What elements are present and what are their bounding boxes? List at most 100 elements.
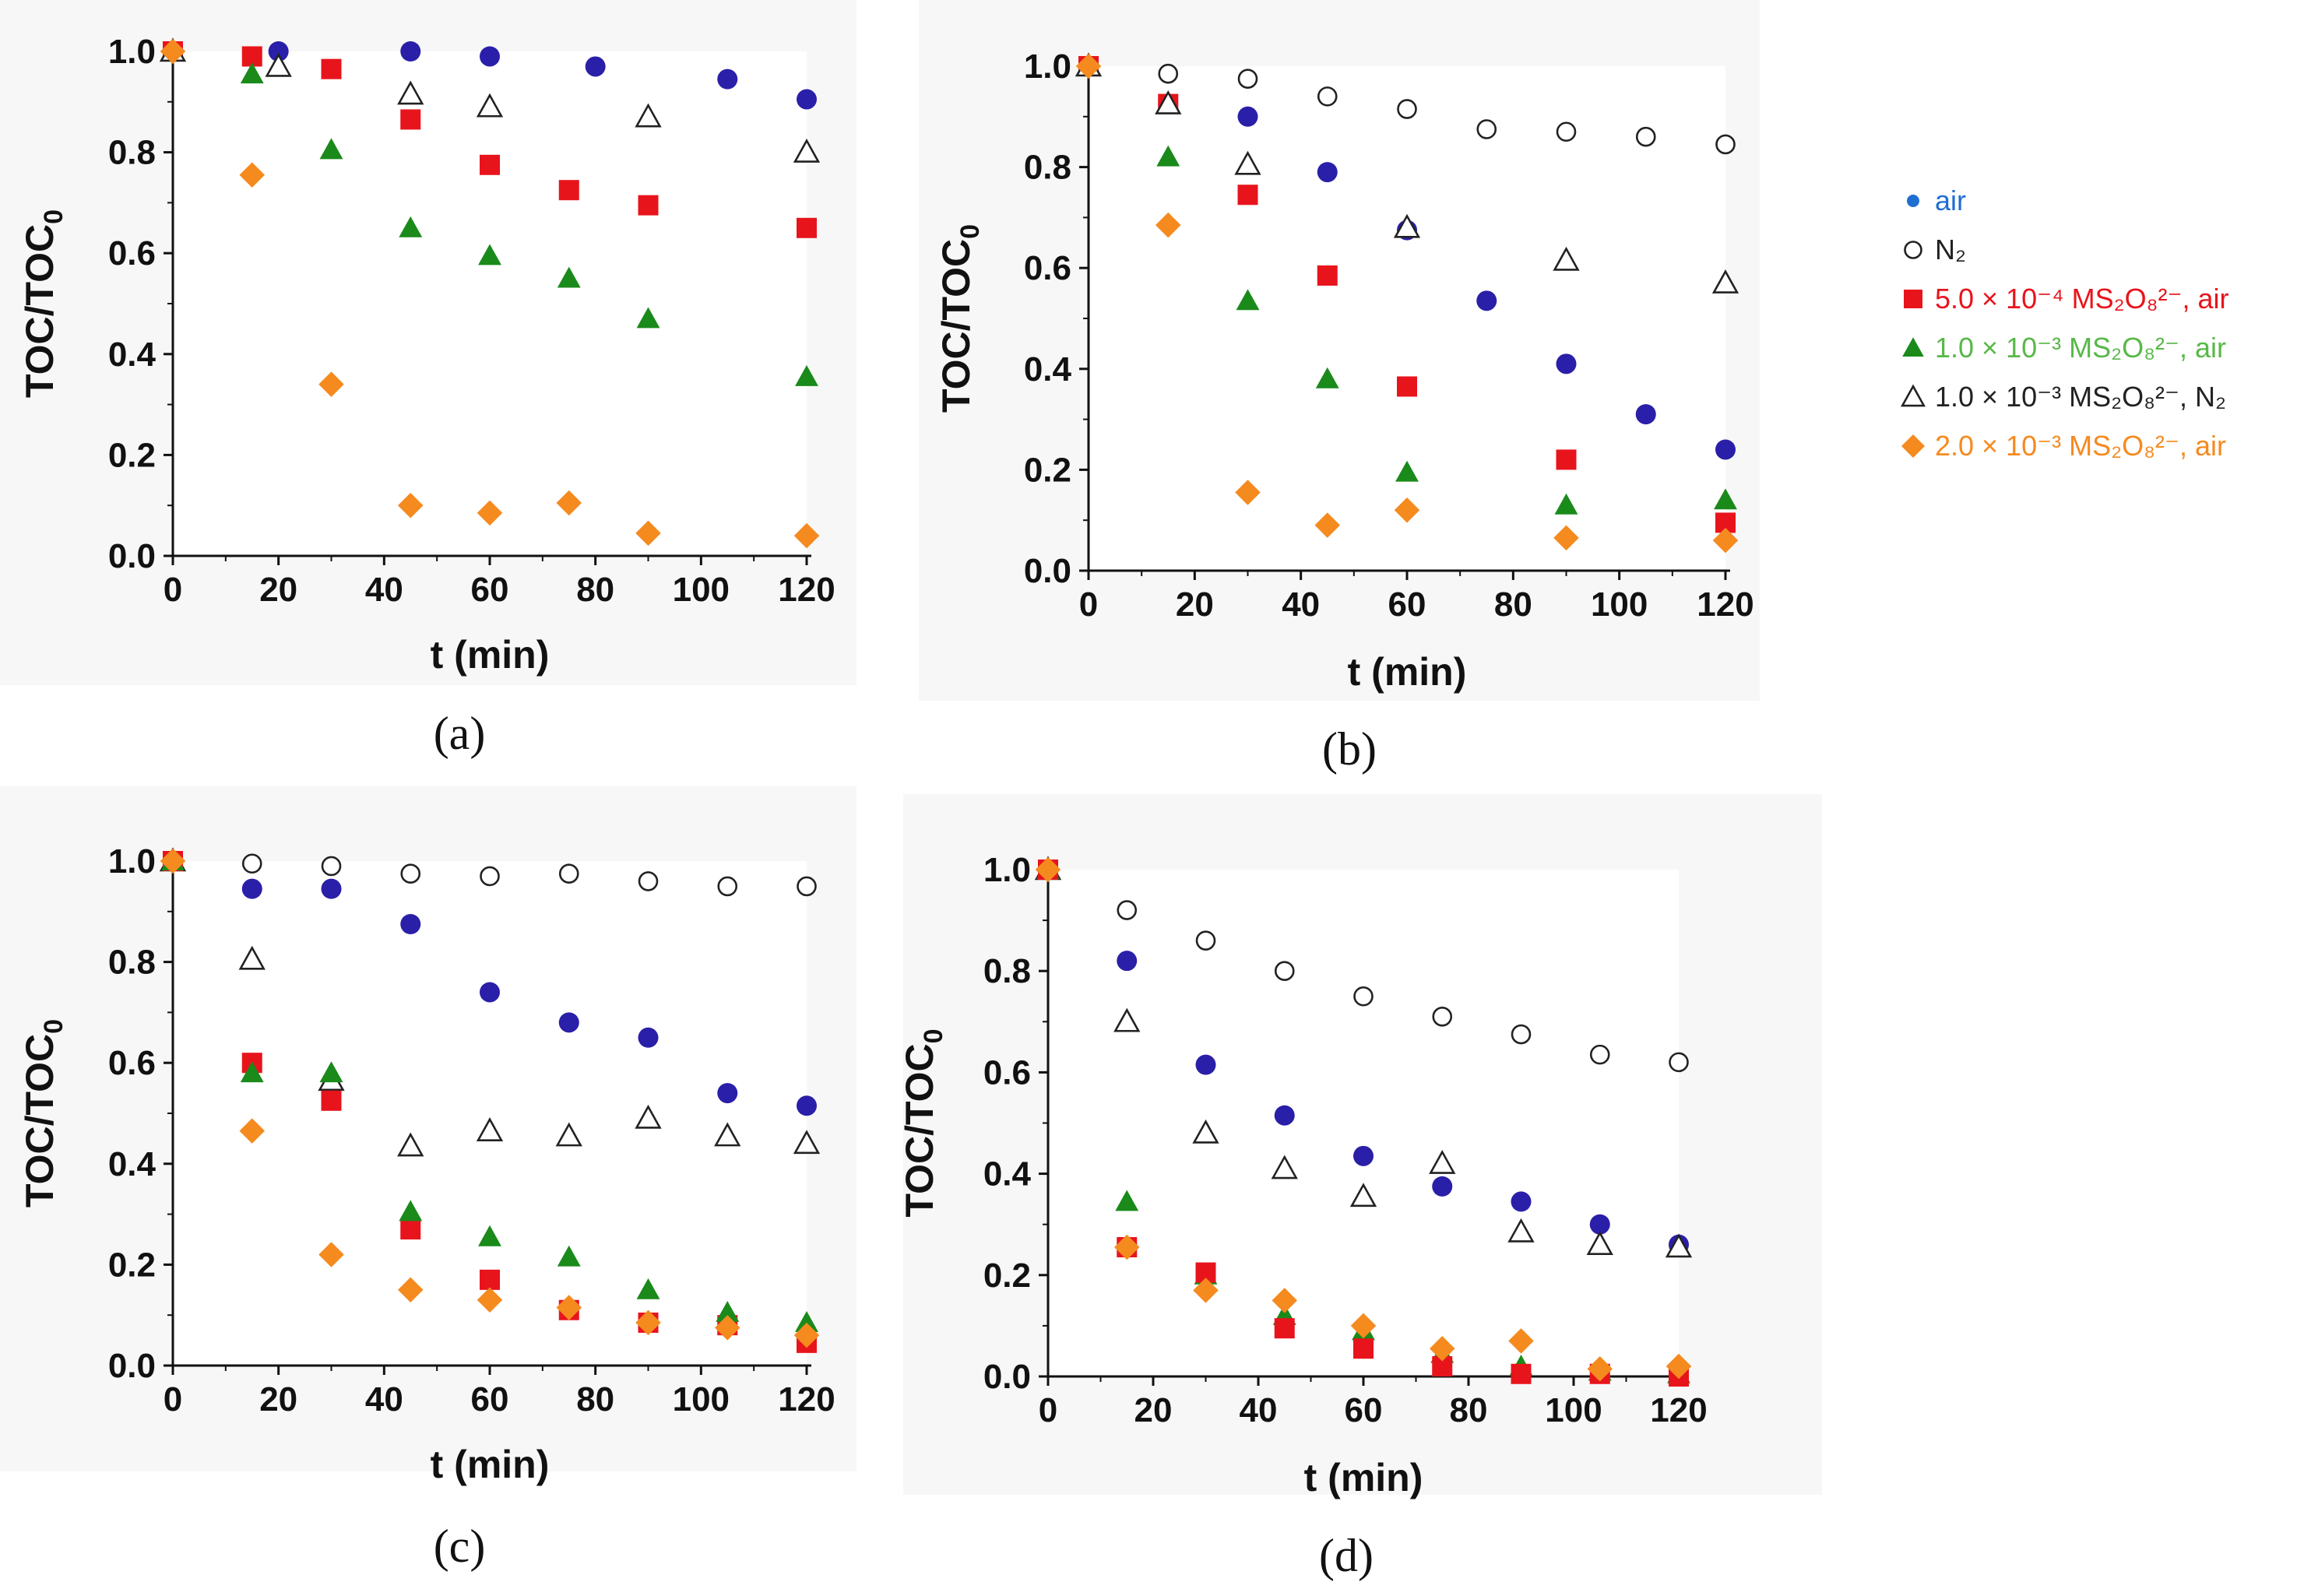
data-point-s1e3_N2 [555,1122,582,1147]
data-point-s5e4_air [1274,1318,1295,1339]
data-point-s5e4_air [321,58,342,79]
x-tick-label: 120 [1650,1391,1707,1429]
data-point-s5e4_air [400,1219,421,1240]
panel-caption: (a) [434,708,486,759]
data-point-s1e3_air [1156,145,1180,167]
data-point-s1e3_air [240,1061,264,1083]
data-point-N2 [1237,69,1258,89]
y-tick-label: 0.6 [108,234,156,272]
x-tick-label: 120 [1697,585,1753,624]
data-point-s2e3_air [556,490,582,516]
data-point-s1e3_air [1714,488,1737,510]
y-tick-label: 1.0 [108,33,156,71]
series-s1e3_N2 [1034,856,1693,1258]
data-point-s1e3_N2 [1553,246,1580,271]
legend-label: 1.0 × 10⁻³ MS₂O₈²⁻, air [1935,332,2226,364]
series-N2 [163,851,817,897]
data-point-s2e3_air [160,38,186,65]
series-s1e3_N2 [1075,52,1739,294]
y-tick-label: 0.2 [108,436,156,474]
data-point-s1e3_N2 [397,80,424,105]
data-point-s1e3_N2 [635,103,662,128]
x-tick-label: 80 [1494,585,1532,624]
data-point-s1e3_air [795,1310,818,1332]
data-point-s5e4_air [797,217,817,238]
data-point-air [1237,106,1258,127]
data-point-s5e4_air [1317,265,1338,286]
data-point-s2e3_air [398,1277,424,1303]
data-point-s2e3_air [1394,497,1420,523]
y-tick-label: 0.0 [108,537,156,575]
data-point-air [717,1083,738,1104]
x-tick-label: 100 [1591,585,1648,624]
x-tick-label: 0 [164,571,182,609]
data-point-s1e3_N2 [1393,213,1421,238]
data-point-N2 [241,853,262,874]
data-point-s2e3_air [1193,1278,1219,1303]
y-tick-label: 0.0 [1024,552,1071,590]
y-tick-label: 0.4 [108,336,157,374]
data-point-s2e3_air [318,371,344,397]
series-s2e3_air [160,848,820,1348]
series-s2e3_air [160,38,820,549]
y-tick-label: 0.8 [1024,149,1071,187]
data-point-N2 [1317,86,1338,107]
data-point-s2e3_air [1587,1355,1613,1382]
x-tick-label: 80 [1450,1391,1488,1429]
data-point-s5e4_air [321,1090,342,1111]
x-tick-label: 100 [1545,1391,1602,1429]
x-tick-label: 20 [259,571,297,609]
y-tick-label: 0.4 [1024,350,1072,388]
plot-area [173,51,807,556]
legend-label: N₂ [1935,234,1966,265]
data-point-s2e3_air [556,1295,582,1320]
data-point-s1e3_air [1315,367,1339,388]
data-point-N2 [1669,1052,1689,1073]
data-point-s2e3_air [1156,212,1181,238]
legend-item-air: air [1907,185,1966,216]
data-point-N2 [1274,961,1295,981]
y-tick-label: 0.0 [983,1358,1031,1396]
panel-a: 0 20 40 60 80 100 120 0.0 0.2 0.4 0.6 0.8 1.0 t (min)… [0,0,857,759]
y-axis-label-main: TOC/TOC [898,1043,941,1217]
x-axis-label: t (min) [1304,1456,1423,1499]
data-point-s1e3_air [478,244,501,265]
data-point-s2e3_air [635,1309,661,1336]
data-point-air [321,878,342,899]
data-point-s2e3_air [1666,1353,1692,1380]
series-air [1038,860,1689,1255]
legend-item-s5e4_air: 5.0 × 10⁻⁴ MS₂O₈²⁻, air [1904,283,2229,315]
data-point-s5e4_air [1237,185,1258,206]
data-point-s5e4_air [1353,1338,1374,1359]
data-point-s1e3_air [1236,289,1260,311]
data-point-s2e3_air [477,500,503,526]
data-point-s1e3_N2 [1192,1119,1219,1144]
y-axis-label-subscript: 0 [39,1019,69,1034]
data-point-s1e3_air [636,1278,660,1299]
panel-c: 0 20 40 60 80 100 120 0.0 0.2 0.4 0.6 0.8 1.0 t (min)… [0,786,857,1572]
data-point-N2 [1353,986,1374,1007]
data-point-air [717,69,738,90]
data-point-air [480,46,500,67]
data-point-s1e3_N2 [635,1104,662,1129]
x-tick-label: 20 [259,1380,297,1418]
y-axis-label-subscript: 0 [39,209,69,224]
data-point-air [638,1027,659,1048]
data-point-s1e3_air [319,1061,343,1083]
data-point-air [1715,439,1736,460]
plot-area [1048,870,1679,1376]
y-tick-label: 1.0 [108,842,156,881]
data-point-s1e3_N2 [714,1122,741,1147]
data-point-s1e3_N2 [397,1132,424,1157]
panel-b: 0 20 40 60 80 100 120 0.0 0.2 0.4 0.6 0.8 1.0 t (min)… [919,0,1760,775]
data-point-air [1353,1145,1374,1166]
y-axis-label: TOC/TOC0 [898,1028,948,1217]
data-point-s2e3_air [1553,525,1579,551]
data-point-s1e3_air [716,1301,740,1322]
data-point-air [1476,290,1497,311]
y-axis-label-subscript: 0 [919,1028,948,1043]
data-point-s1e3_N2 [1234,150,1261,175]
legend-marker [1907,195,1919,207]
legend-marker [1900,384,1926,407]
data-point-s2e3_air [715,1315,740,1341]
